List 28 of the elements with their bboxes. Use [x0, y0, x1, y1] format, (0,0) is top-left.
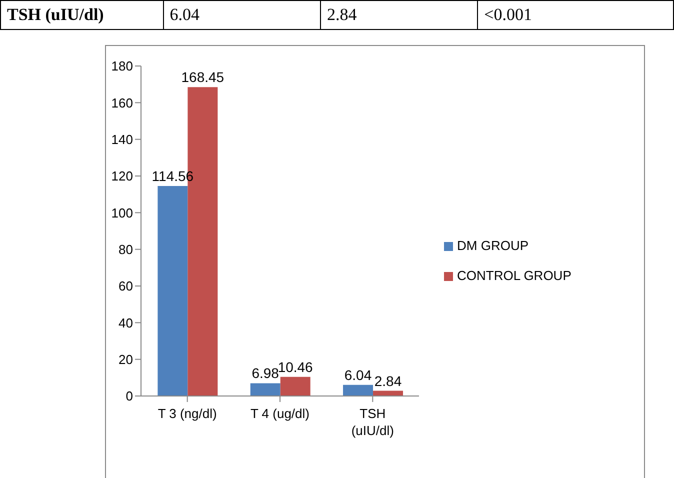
text: 6.04	[163, 0, 320, 30]
data-label: 168.45	[181, 69, 224, 86]
data-label: 6.98	[252, 365, 280, 382]
y-tick-label: 160	[111, 95, 133, 110]
data-label: 6.04	[344, 366, 372, 383]
legend-label: DM GROUP	[457, 238, 528, 253]
x-tick-label: T 4 (ug/dl)	[250, 406, 310, 421]
bar	[158, 186, 188, 396]
bar	[343, 384, 374, 396]
legend-label: CONTROL GROUP	[457, 268, 572, 283]
data-label: 10.46	[278, 358, 314, 375]
x-tick-label: TSH (uIU/dl)	[351, 406, 394, 438]
y-tick-label: 0	[126, 388, 133, 404]
y-tick-label: 40	[118, 315, 133, 330]
y-tick-label: 100	[111, 205, 133, 220]
text: <0.001	[478, 0, 674, 30]
data-label: 2.84	[374, 372, 402, 389]
text: TSH (uIU/dl)	[0, 0, 164, 30]
bar	[250, 383, 280, 396]
y-tick-label: 20	[118, 352, 133, 367]
x-tick-label: T 3 (ng/dl)	[158, 406, 217, 421]
y-tick-label: 180	[111, 58, 133, 74]
text: 2.84	[320, 0, 478, 30]
bar	[280, 376, 310, 396]
y-tick-label: 60	[118, 278, 133, 294]
y-tick-label: 140	[111, 132, 133, 147]
y-tick-label: 120	[111, 168, 133, 184]
y-tick-label: 80	[118, 242, 133, 257]
